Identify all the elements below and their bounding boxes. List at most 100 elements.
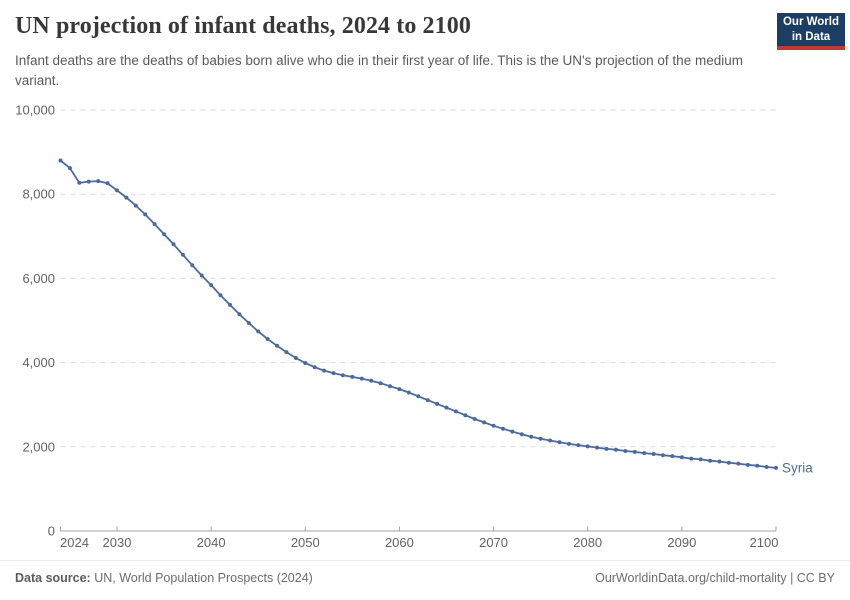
data-point	[642, 451, 647, 456]
data-point	[265, 337, 270, 341]
data-point	[576, 443, 581, 448]
data-point	[623, 449, 628, 453]
x-tick-label: 2100	[750, 535, 779, 550]
y-tick-label: 10,000	[15, 103, 55, 118]
data-point	[463, 413, 468, 418]
chart-footer: Data source: UN, World Population Prospe…	[0, 560, 850, 600]
data-point	[708, 458, 713, 463]
data-point	[340, 373, 345, 378]
data-point	[538, 436, 543, 441]
owid-logo-line1: Our World	[782, 16, 839, 29]
data-point	[312, 365, 317, 370]
data-point	[632, 449, 637, 454]
data-point	[416, 394, 421, 399]
data-point	[397, 387, 402, 392]
y-tick-label: 2,000	[22, 439, 55, 454]
data-point	[96, 179, 101, 184]
data-point	[303, 361, 308, 365]
data-point	[331, 371, 336, 376]
data-point	[595, 445, 600, 450]
data-point	[199, 273, 204, 278]
x-tick-label: 2090	[667, 535, 696, 550]
data-point	[614, 447, 618, 452]
data-point	[256, 329, 261, 334]
data-point	[689, 456, 694, 461]
owid-logo[interactable]: Our World in Data	[777, 13, 845, 50]
data-point	[764, 465, 769, 469]
data-point	[190, 263, 195, 268]
data-point	[501, 426, 505, 431]
data-point	[378, 381, 383, 386]
x-tick-label: 2024	[60, 535, 89, 550]
data-point	[86, 179, 91, 184]
data-point	[350, 374, 355, 379]
data-point	[115, 188, 119, 193]
data-point	[293, 356, 298, 360]
owid-logo-line2: in Data	[791, 30, 831, 43]
data-point	[180, 252, 185, 257]
x-tick-label: 2080	[573, 535, 602, 550]
data-point	[472, 417, 477, 421]
x-tick-label: 2050	[291, 535, 320, 550]
data-point	[369, 378, 374, 383]
y-tick-label: 0	[48, 524, 55, 539]
owid-link[interactable]: OurWorldinData.org/child-mortality | CC …	[595, 571, 835, 585]
data-point	[679, 455, 684, 460]
data-point	[284, 350, 289, 355]
data-point	[566, 441, 571, 446]
data-point	[651, 452, 656, 456]
data-point	[143, 212, 148, 217]
data-point	[425, 398, 430, 403]
x-tick-label: 2040	[197, 535, 226, 550]
data-point	[435, 401, 440, 406]
data-point	[585, 444, 590, 449]
data-point	[548, 438, 553, 443]
data-point	[406, 390, 411, 395]
data-point	[736, 461, 741, 466]
data-point	[510, 429, 515, 434]
data-point	[557, 440, 562, 445]
data-point	[774, 465, 778, 470]
data-line	[59, 159, 777, 469]
data-point	[726, 460, 731, 465]
data-point	[482, 420, 487, 425]
data-point	[105, 181, 110, 186]
data-point	[745, 462, 750, 467]
x-tick-label: 2060	[385, 535, 414, 550]
y-tick-label: 8,000	[22, 187, 55, 202]
data-source-label: Data source:	[15, 571, 91, 585]
series-end-label: Syria	[782, 460, 813, 475]
y-tick-label: 4,000	[22, 355, 55, 370]
data-point	[275, 343, 279, 348]
page-title: UN projection of infant deaths, 2024 to …	[15, 13, 471, 39]
data-point	[519, 432, 524, 437]
data-point	[162, 232, 167, 237]
data-point	[698, 457, 703, 462]
data-point	[359, 376, 364, 381]
data-point	[661, 453, 665, 458]
data-source: Data source: UN, World Population Prospe…	[15, 571, 313, 585]
data-point	[529, 434, 534, 439]
y-tick-label: 6,000	[22, 271, 55, 286]
data-point	[453, 409, 458, 414]
data-point	[228, 302, 232, 307]
data-point	[124, 195, 129, 200]
data-source-text: UN, World Population Prospects (2024)	[90, 571, 313, 585]
data-point	[604, 446, 609, 451]
data-point	[237, 312, 242, 317]
data-point	[77, 180, 82, 185]
data-point	[152, 222, 157, 227]
data-point	[388, 384, 392, 389]
data-point	[444, 405, 449, 410]
data-point	[58, 158, 63, 163]
data-point	[717, 459, 722, 464]
data-point	[67, 166, 72, 171]
data-point	[246, 321, 251, 325]
data-point	[670, 454, 675, 459]
data-point	[755, 463, 760, 468]
x-tick-label: 2030	[103, 535, 132, 550]
chart-subtitle: Infant deaths are the deaths of babies b…	[15, 53, 743, 89]
data-point	[133, 203, 138, 208]
